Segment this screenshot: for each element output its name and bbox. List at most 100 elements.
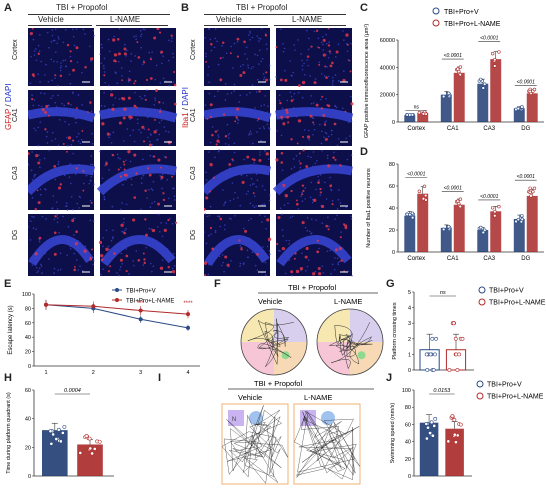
y-tick-label: 60 <box>25 321 31 327</box>
panel-a-region-ca3: CA3 <box>12 166 19 180</box>
y-tick-label: 3 <box>408 321 411 327</box>
y-axis-label: Escape latency (s) <box>8 305 14 354</box>
data-point <box>405 113 409 117</box>
swim-track <box>294 410 360 480</box>
track-lname: N <box>293 403 361 485</box>
data-point <box>520 105 524 109</box>
pool-quadrant <box>317 309 350 342</box>
data-point <box>493 64 497 68</box>
legend-v-label: TBI+Pro+V <box>489 288 524 295</box>
data-point <box>410 215 415 220</box>
panel-i-group-title: TBI + Propofol <box>254 379 302 388</box>
legend-v-marker <box>476 380 484 388</box>
panel-b-vehicle-label: Vehicle <box>216 15 242 24</box>
panel-label-b: B <box>181 2 189 14</box>
data-point <box>481 86 485 90</box>
x-tick-label: DG <box>521 126 530 132</box>
sig-label: <0.0001 <box>480 36 498 42</box>
data-point <box>490 206 495 210</box>
panel-a-image-ca3-vehicle <box>28 149 95 211</box>
bar-ca1-lname <box>453 72 465 122</box>
y-tick-label: 20 <box>405 457 411 463</box>
sig-label: <0.0001 <box>517 174 535 180</box>
sig-label: **** <box>183 301 193 307</box>
panel-b-group-title: TBI + Propofol <box>236 3 288 12</box>
chart-h: 0 20 40 60 Time during platform quadrant (s)… <box>6 388 114 480</box>
legend-cd-v-label: TBI+Pro+V <box>444 9 479 16</box>
panel-a-vehicle-label: Vehicle <box>38 15 64 24</box>
data-point <box>429 420 434 425</box>
pool-outline <box>240 308 308 376</box>
data-point <box>450 414 455 419</box>
pool-vehicle <box>240 308 308 376</box>
y-tick-label: 40 <box>25 335 31 341</box>
y-tick-label: 5 <box>408 290 411 296</box>
data-point <box>458 65 463 69</box>
panel-a-image-cortex-vehicle <box>28 28 95 87</box>
sig-label: ns <box>414 105 420 111</box>
data-point <box>428 352 433 357</box>
sig-label: 0.0153 <box>433 388 451 394</box>
swim-path <box>247 318 294 368</box>
data-point <box>410 113 415 117</box>
data-point <box>520 217 524 222</box>
platform-marker <box>321 411 335 425</box>
x-tick-label: CA1 <box>447 126 459 132</box>
panel-label-c: C <box>360 2 368 14</box>
point-lname <box>186 312 190 317</box>
sig-label: <0.0001 <box>480 194 498 200</box>
y-tick-label: 20 <box>25 350 31 356</box>
point-lname <box>91 304 96 309</box>
y-tick-label: 20 <box>389 228 395 234</box>
panel-b-image-dg-vehicle <box>204 213 272 277</box>
y-tick-label: 20000 <box>380 93 395 99</box>
panel-a-image-cortex-lname <box>99 28 177 87</box>
panel-a-image-ca3-lname <box>96 150 177 211</box>
data-point <box>424 436 429 441</box>
y-tick-label: 1 <box>408 352 411 358</box>
point-lname <box>44 302 48 307</box>
platform-marker <box>281 351 290 360</box>
data-point <box>441 227 446 232</box>
data-point <box>84 434 89 438</box>
panel-b-image-ca1-lname <box>275 90 354 147</box>
data-point <box>417 111 422 115</box>
panel-a-lname-line <box>96 25 168 26</box>
platform-marker <box>249 411 263 425</box>
data-point <box>479 225 483 230</box>
y-tick-label: 0 <box>408 474 411 480</box>
data-point <box>529 194 533 198</box>
panel-label-e: E <box>4 278 12 290</box>
panel-b-group-line <box>204 14 346 15</box>
bar-ca1-vehicle <box>440 94 452 122</box>
pool-lname <box>316 308 384 376</box>
sig-label: *** <box>137 301 145 307</box>
bar-ca1-vehicle <box>440 227 452 252</box>
data-point <box>479 77 483 82</box>
bar-cortex-lname <box>417 113 429 122</box>
platform-marker <box>357 351 366 360</box>
swim-track <box>221 405 289 484</box>
data-point <box>452 432 457 437</box>
data-point <box>87 436 92 441</box>
panel-b-stain-label: Iba1 / DAPI <box>181 87 190 128</box>
data-point <box>514 219 518 224</box>
y-tick-label: 40 <box>389 206 395 212</box>
data-point <box>493 209 497 214</box>
data-point <box>532 186 537 191</box>
quadrant-n-label: N <box>232 417 236 423</box>
data-point <box>454 440 458 445</box>
panel-i-lname-label: L-NAME <box>304 393 332 402</box>
x-tick-label: 3 <box>139 370 142 376</box>
legend-l-marker <box>478 298 486 306</box>
bar-cortex-vehicle <box>404 215 416 252</box>
y-tick-label: 80 <box>25 306 31 312</box>
bar-dg-lname <box>526 93 538 122</box>
panel-f-vehicle-label: Vehicle <box>258 297 282 306</box>
legend-cd-l-marker <box>432 19 440 27</box>
legend-e-v-marker <box>115 288 119 292</box>
bar-cortex-vehicle <box>404 115 416 122</box>
x-tick-label: Cortex <box>407 126 425 132</box>
bar-ca3-lname <box>490 211 502 252</box>
y-tick-label: 20 <box>25 445 31 451</box>
